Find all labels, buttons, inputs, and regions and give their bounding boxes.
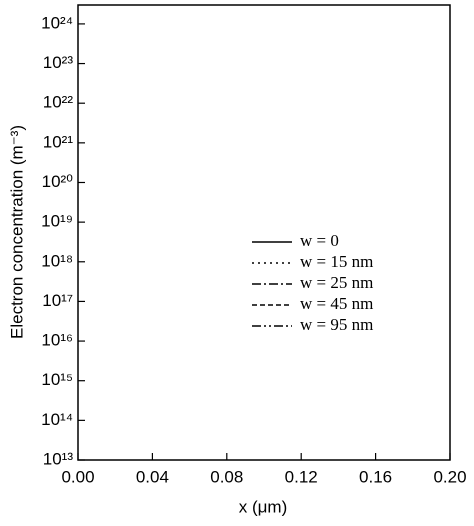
y-tick-label: 10¹⁵ bbox=[41, 370, 73, 389]
x-tick-label: 0.20 bbox=[433, 467, 466, 486]
y-axis-label: Electron concentration (m⁻³) bbox=[7, 125, 26, 339]
legend-label: w = 25 nm bbox=[300, 273, 373, 292]
y-tick-label: 10¹⁸ bbox=[41, 251, 73, 270]
y-tick-label: 10¹³ bbox=[43, 449, 74, 468]
x-tick-label: 0.04 bbox=[136, 467, 169, 486]
y-tick-label: 10¹⁶ bbox=[41, 331, 73, 350]
legend-label: w = 0 bbox=[300, 231, 339, 250]
y-tick-label: 10¹⁷ bbox=[42, 291, 73, 310]
x-tick-label: 0.16 bbox=[359, 467, 392, 486]
y-tick-label: 10²² bbox=[43, 93, 74, 112]
y-tick-label: 10²⁴ bbox=[41, 13, 73, 32]
y-tick-label: 10¹⁹ bbox=[41, 212, 73, 231]
x-axis-label: x (μm) bbox=[239, 497, 288, 516]
legend-label: w = 15 nm bbox=[300, 252, 373, 271]
x-tick-label: 0.00 bbox=[61, 467, 94, 486]
legend-label: w = 45 nm bbox=[300, 294, 373, 313]
y-tick-label: 10²¹ bbox=[43, 132, 74, 151]
y-tick-label: 10²³ bbox=[43, 53, 74, 72]
legend-label: w = 95 nm bbox=[300, 315, 373, 334]
x-tick-label: 0.12 bbox=[285, 467, 318, 486]
plot-frame bbox=[77, 4, 451, 461]
x-tick-label: 0.08 bbox=[210, 467, 243, 486]
y-tick-label: 10²⁰ bbox=[42, 172, 74, 191]
y-tick-label: 10¹⁴ bbox=[41, 410, 73, 429]
